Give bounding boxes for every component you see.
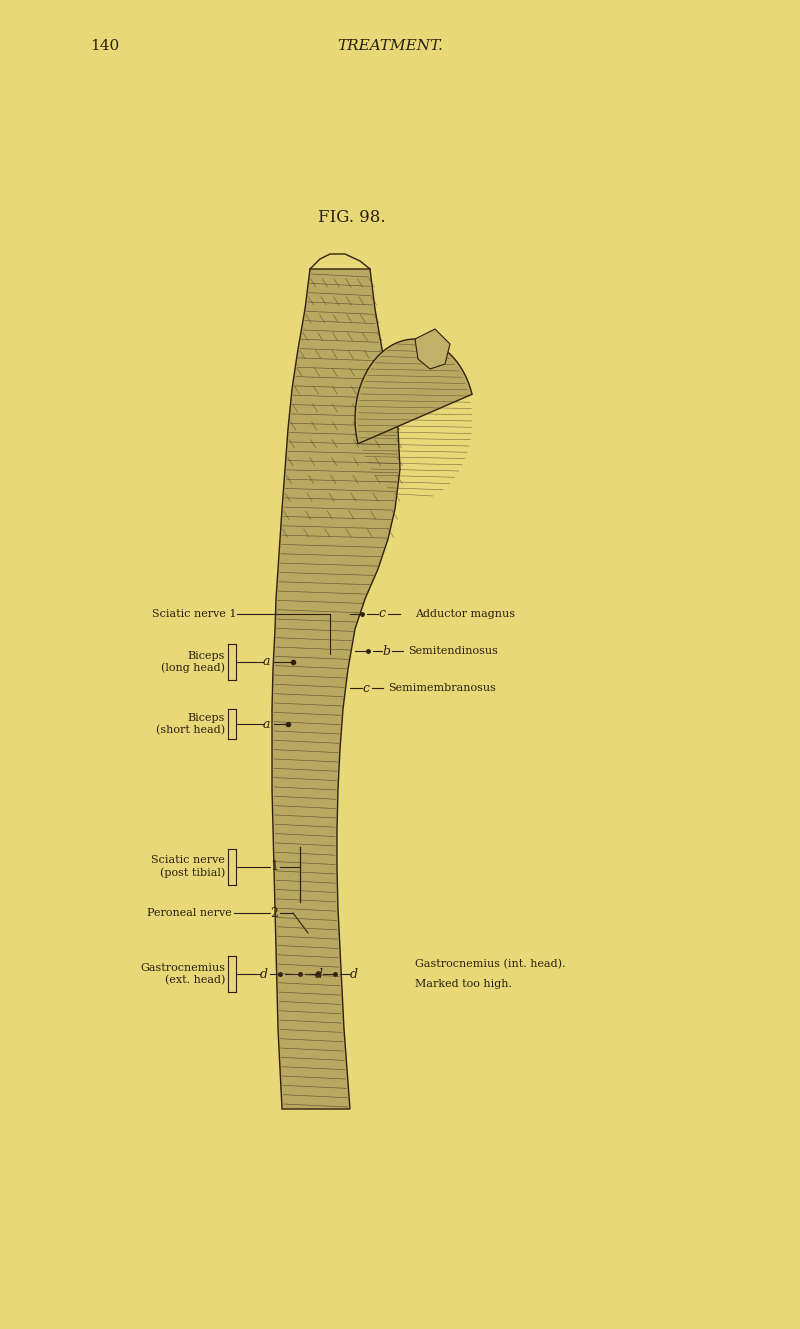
Polygon shape <box>355 339 472 444</box>
Text: 140: 140 <box>90 39 119 53</box>
Polygon shape <box>272 268 400 1108</box>
Text: a: a <box>262 655 270 668</box>
Text: Semitendinosus: Semitendinosus <box>408 646 498 657</box>
Text: Semimembranosus: Semimembranosus <box>388 683 496 694</box>
Text: Peroneal nerve: Peroneal nerve <box>147 908 232 918</box>
Text: d: d <box>260 968 268 981</box>
Text: Gastrocnemius (int. head).: Gastrocnemius (int. head). <box>415 960 566 969</box>
Text: Sciatic nerve
(post tibial): Sciatic nerve (post tibial) <box>151 856 225 877</box>
Text: Gastrocnemius
(ext. head): Gastrocnemius (ext. head) <box>140 964 225 985</box>
Polygon shape <box>415 330 450 369</box>
Text: Adductor magnus: Adductor magnus <box>415 609 515 619</box>
Text: c: c <box>362 682 370 695</box>
Text: c: c <box>378 607 386 621</box>
Text: 1: 1 <box>270 860 278 873</box>
Text: Biceps
(long head): Biceps (long head) <box>161 651 225 672</box>
Text: Marked too high.: Marked too high. <box>415 979 512 989</box>
Text: Sciatic nerve 1: Sciatic nerve 1 <box>151 609 236 619</box>
Text: FIG. 98.: FIG. 98. <box>318 209 386 226</box>
Text: d: d <box>315 968 323 981</box>
Text: d: d <box>350 968 358 981</box>
Text: TREATMENT.: TREATMENT. <box>337 39 443 53</box>
Text: a: a <box>262 718 270 731</box>
Text: b: b <box>382 645 390 658</box>
Text: Biceps
(short head): Biceps (short head) <box>156 714 225 735</box>
Text: 2: 2 <box>270 906 278 920</box>
